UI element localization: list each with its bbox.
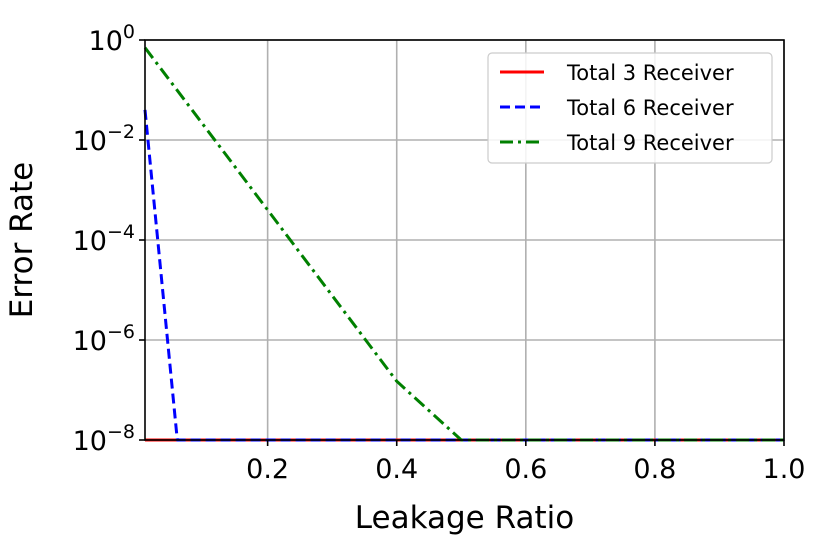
series-line-3 xyxy=(143,46,784,442)
legend-label: Total 6 Receiver xyxy=(566,96,734,120)
legend-box xyxy=(487,52,773,164)
x-tick-label: 0.2 xyxy=(246,454,289,485)
y-tick-label: 10−2 xyxy=(73,121,135,157)
x-axis-label: Leakage Ratio xyxy=(355,500,574,536)
y-tick-label: 10−8 xyxy=(73,421,135,457)
x-axis-ticks: 0.2 0.4 0.6 0.8 1.0 xyxy=(246,440,805,485)
y-axis-label: Error Rate xyxy=(4,162,40,319)
legend-label: Total 3 Receiver xyxy=(566,61,734,85)
legend: Total 3 Receiver Total 6 Receiver Total 9 … xyxy=(487,52,773,164)
y-tick-label: 10−4 xyxy=(73,221,135,257)
x-tick-label: 0.8 xyxy=(633,454,676,485)
legend-label: Total 9 Receiver xyxy=(566,131,734,155)
y-tick-label: 100 xyxy=(89,21,135,57)
x-tick-label: 0.6 xyxy=(504,454,547,485)
x-tick-label: 0.4 xyxy=(375,454,418,485)
x-tick-label: 1.0 xyxy=(763,454,806,485)
y-axis-ticks: 100 10−2 10−4 10−6 10−8 xyxy=(73,21,145,457)
y-tick-label: 10−6 xyxy=(73,321,135,357)
